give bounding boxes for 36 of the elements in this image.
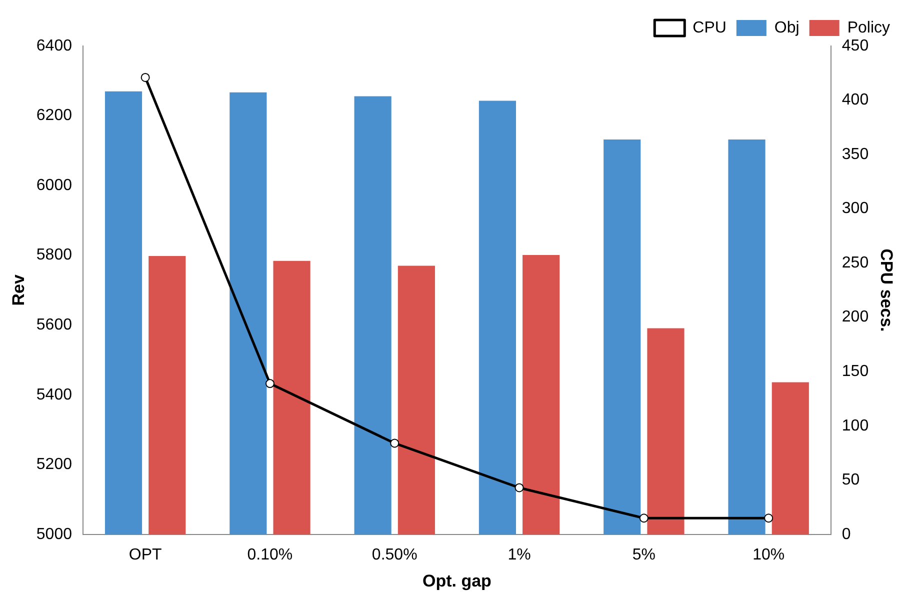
y2-tick-label: 100 <box>842 417 869 434</box>
y2-tick-label: 150 <box>842 363 869 380</box>
x-tick-label: 0.50% <box>372 546 418 564</box>
y-tick-label: 5200 <box>36 456 72 474</box>
y2-tick-label: 450 <box>842 37 869 54</box>
y2-tick-label: 350 <box>842 146 869 163</box>
y-tick-label: 5000 <box>36 526 72 543</box>
y2-axis-title: CPU secs. <box>877 248 896 332</box>
point <box>140 72 150 82</box>
y-tick-label: 6000 <box>36 176 72 194</box>
y-tick-label: 5800 <box>36 246 72 264</box>
x-tick-label: 0.10% <box>247 546 293 564</box>
y2-tick-label: 200 <box>842 308 869 326</box>
y2-tick-label: 50 <box>842 472 860 489</box>
x-tick-label: 5% <box>632 546 656 564</box>
legend-label: CPU <box>692 19 726 36</box>
y-tick-label: 5600 <box>36 316 72 334</box>
y-tick-label: 6400 <box>36 37 72 54</box>
y-tick-label: 6200 <box>36 107 72 124</box>
y-tick-label: 5400 <box>36 386 72 404</box>
y2-tick-label: 0 <box>842 526 851 543</box>
x-tick-label: 1% <box>508 546 531 564</box>
point <box>764 514 774 523</box>
x-tick-label: 10% <box>752 546 785 564</box>
legend-label: Obj <box>774 19 800 36</box>
point <box>639 514 648 523</box>
y2-tick-label: 300 <box>842 200 869 218</box>
x-tick-label: OPT <box>128 546 162 564</box>
y-axis-title: Rev <box>8 274 28 306</box>
point <box>265 379 274 388</box>
point <box>390 438 400 448</box>
legend-label: Policy <box>847 19 890 36</box>
y2-tick-label: 400 <box>842 92 869 109</box>
x-axis-title: Opt. gap <box>422 571 492 590</box>
point <box>514 483 524 492</box>
y2-tick-label: 250 <box>842 254 869 272</box>
